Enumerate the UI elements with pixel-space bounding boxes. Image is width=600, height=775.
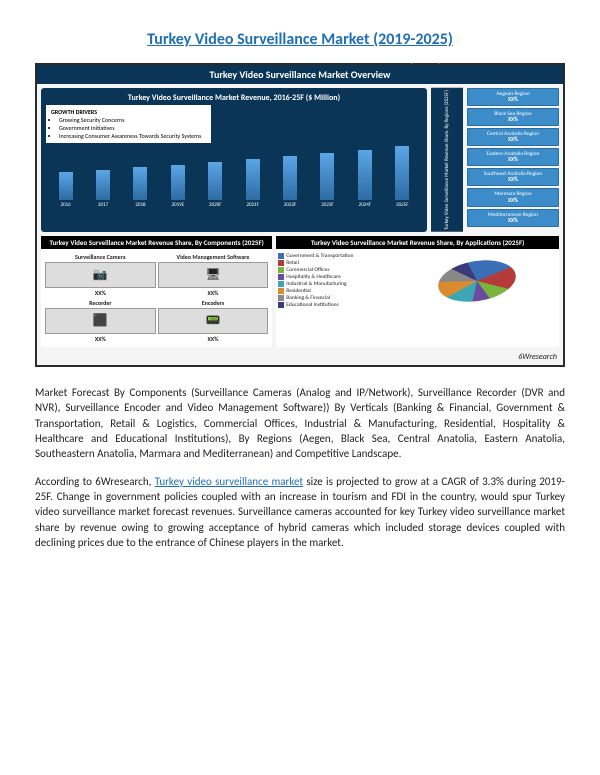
pie-chart	[430, 253, 524, 309]
region-box: Mediterranean RegionXX%	[467, 209, 559, 227]
region-box: Central Anatolia RegionXX%	[467, 128, 559, 146]
region-box: Eastern Anatolia RegionXX%	[467, 148, 559, 166]
recorder-icon	[45, 308, 156, 334]
bar-col: 2024F	[348, 150, 381, 208]
component-item: Video Management SoftwareXX%	[158, 253, 269, 297]
legend-item: Industrial & Manufacturing	[278, 281, 393, 287]
component-item: RecorderXX%	[45, 299, 156, 343]
driver-item: Growing Security Concerns	[59, 116, 206, 124]
cagr-label: CAGR (2019E-25F) ~ 3.3%	[396, 57, 458, 65]
component-item: Surveillance CameraXX%	[45, 253, 156, 297]
paragraph-1: Market Forecast By Components (Surveilla…	[35, 385, 565, 462]
chart-title: Turkey Video Surveillance Market Revenue…	[46, 93, 422, 103]
component-item: EncodersXX%	[158, 299, 269, 343]
legend-item: Commercial Offices	[278, 267, 393, 273]
bar-col: 2020F	[199, 162, 232, 208]
region-sidebar-label: Turkey Video Surveillance Market Revenue…	[431, 88, 463, 232]
region-list: Aegean RegionXX% Black Sea RegionXX% Centr…	[467, 88, 559, 232]
growth-drivers-box: GROWTH DRIVERS Growing Security Concerns…	[46, 105, 211, 143]
legend-item: Banking & Financial	[278, 295, 393, 301]
bar-col: 2018	[124, 167, 157, 208]
driver-item: Increasing Consumer Awareness Towards Se…	[59, 132, 206, 140]
bar-col: 2019E	[161, 165, 194, 208]
infographic-container: Turkey Video Surveillance Market Overvie…	[35, 63, 565, 367]
bar-col: 2023F	[311, 153, 344, 208]
bar-col: 2021F	[236, 159, 269, 208]
applications-panel: Turkey Video Surveillance Market Revenue…	[276, 236, 559, 347]
market-link[interactable]: Turkey video surveillance market	[155, 475, 303, 488]
legend-item: Residential	[278, 288, 393, 294]
pie-legend: Government & TransportationRetailCommerc…	[278, 253, 393, 309]
region-box: Aegean RegionXX%	[467, 88, 559, 106]
bar-col: 2017	[86, 170, 119, 208]
region-box: Marmara RegionXX%	[467, 188, 559, 206]
encoder-icon	[158, 308, 269, 334]
legend-item: Retail	[278, 260, 393, 266]
bar-col: 2022F	[273, 156, 306, 208]
monitor-icon	[158, 262, 269, 288]
components-panel: Turkey Video Surveillance Market Revenue…	[41, 236, 272, 347]
page-title[interactable]: Turkey Video Surveillance Market (2019-2…	[35, 30, 565, 49]
region-box: Black Sea RegionXX%	[467, 108, 559, 126]
bar-chart-panel: Turkey Video Surveillance Market Revenue…	[41, 88, 427, 232]
region-box: Southeast Anatolia RegionXX%	[467, 168, 559, 186]
legend-item: Hospitality & Healthcare	[278, 274, 393, 280]
bar-chart: 2016201720182019E2020F2021F2022F2023F202…	[46, 146, 422, 208]
brand-label: 6Wresearch	[37, 351, 563, 365]
paragraph-2: According to 6Wresearch, Turkey video su…	[35, 474, 565, 551]
camera-icon	[45, 262, 156, 288]
bar-col: 2025F	[386, 146, 419, 208]
infographic-header: Turkey Video Surveillance Market Overvie…	[37, 65, 563, 84]
driver-item: Government Initiatives	[59, 124, 206, 132]
legend-item: Educational Institutions	[278, 302, 393, 308]
legend-item: Government & Transportation	[278, 253, 393, 259]
bar-col: 2016	[49, 172, 82, 208]
